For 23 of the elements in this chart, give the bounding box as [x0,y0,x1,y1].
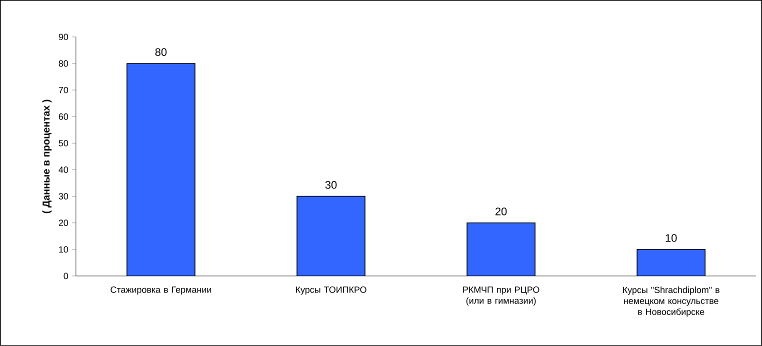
bar [126,63,196,276]
y-tick-label: 20 [58,220,68,226]
y-tick-label: 70 [58,86,68,94]
x-tick-label: Стажировка в Германии [110,286,212,295]
y-tick-label: 0 [64,272,68,280]
bar [466,222,536,276]
bar [296,196,366,276]
x-tick-label: Курсы "Shrachdiplom" в немецком консульстве в Новосибирске [623,286,720,317]
bar [636,249,706,276]
data-label: 20 [495,208,507,216]
y-tick-label: 90 [58,34,68,40]
x-tick-label: Курсы ТОИПКРО [296,286,366,295]
y-tick-label: 40 [58,166,68,173]
y-tick-label: 60 [58,113,68,120]
y-tick-label: 50 [58,140,68,146]
y-tick-label: 30 [58,193,68,200]
y-axis-title: ( Данные в процентах ) [42,100,52,214]
x-tick-label: РКМЧП при РЦРО (или в гимназии) [463,286,540,306]
data-label: 80 [155,48,167,56]
data-label: 10 [666,234,677,242]
y-tick-label: 80 [58,60,68,67]
y-tick-label: 10 [59,246,68,253]
data-label: 30 [325,181,337,189]
